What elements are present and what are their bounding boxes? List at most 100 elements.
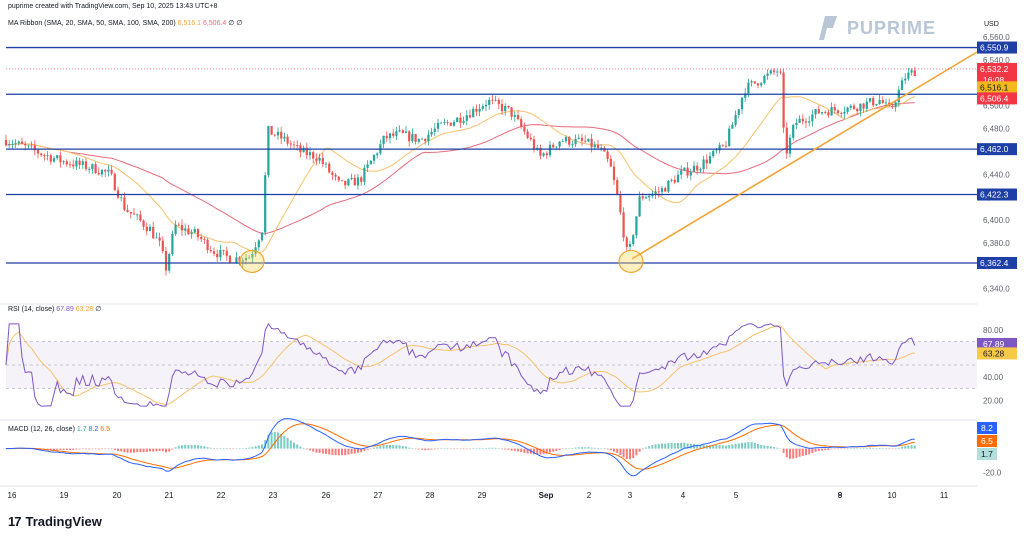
rsi-ma-tag-bg: [977, 347, 1017, 360]
macd-hist-bar: [389, 444, 391, 449]
rsi-legend[interactable]: RSI (14, close) 67.89 63.28 ∅: [8, 305, 101, 313]
macd-hist-bar: [142, 448, 145, 453]
candle-body: [312, 152, 315, 159]
macd-hist-bar: [750, 442, 753, 449]
macd-hist-bar: [725, 445, 727, 449]
ma-ribbon-legend[interactable]: MA Ribbon (SMA, 20, SMA, 50, SMA, 100, S…: [8, 19, 242, 27]
macd-hist-bar: [472, 448, 475, 449]
macd-hist-bar: [449, 448, 452, 450]
macd-hist-bar: [648, 446, 651, 449]
candle-body: [782, 72, 785, 128]
candle-body: [497, 99, 500, 105]
macd-hist-bar: [405, 446, 407, 449]
candle-body: [392, 133, 395, 136]
macd-hist-bar: [91, 448, 94, 450]
low-highlight-circle-0: [239, 249, 265, 274]
macd-line-tag-label: 8.2: [981, 423, 993, 433]
macd-hist-bar: [315, 448, 318, 453]
macd-hist-bar: [792, 448, 795, 459]
macd-hist-bar: [97, 448, 100, 450]
candle-body: [180, 224, 184, 231]
candle-body: [424, 138, 427, 142]
candle-body: [577, 137, 580, 139]
price-tag-bg-sma20: [977, 81, 1017, 94]
candle-body: [897, 89, 900, 103]
candle-body: [244, 257, 248, 261]
candle-body: [808, 121, 811, 123]
macd-hist-bar: [193, 444, 196, 449]
macd-hist-bar: [817, 448, 820, 452]
macd-hist-bar: [686, 443, 689, 449]
candle-body: [702, 159, 705, 170]
macd-hist-bar: [888, 448, 891, 450]
macd-hist-bar: [497, 448, 500, 449]
level-tag-bg-4: [977, 256, 1017, 269]
candle-body: [283, 136, 286, 139]
macd-hist-value: 1.7: [76, 426, 87, 433]
candle-body: [398, 130, 401, 132]
macd-hist-bar: [494, 447, 497, 449]
puprime-wordmark: PUPRIME: [847, 17, 937, 38]
macd-hist-bar: [619, 448, 622, 455]
candle-body: [468, 115, 472, 118]
sma-20-line: [5, 96, 916, 253]
candle-body: [248, 257, 251, 259]
ma-ribbon-value-2: 6,506.4: [202, 20, 227, 27]
candle-body: [612, 166, 616, 181]
macd-hist-bar: [667, 443, 670, 449]
candle-body: [641, 196, 644, 199]
macd-hist-bar: [341, 448, 343, 456]
candle-body: [88, 168, 91, 170]
macd-hist-bar: [126, 448, 129, 453]
macd-hist-bar: [453, 448, 455, 450]
macd-hist-bar: [267, 434, 270, 449]
macd-hist-bar: [526, 448, 529, 454]
macd-hist-bar: [590, 447, 593, 449]
candle-body: [395, 131, 398, 136]
rsi-tick-2: 20.00: [983, 396, 1004, 405]
macd-hist-bar: [622, 448, 625, 458]
macd-signal-tag-label: 6.5: [981, 436, 993, 446]
candle-body: [152, 226, 155, 239]
macd-hist-bar: [577, 447, 580, 449]
time-tick-label-17: 10: [888, 491, 897, 500]
macd-hist-bar: [785, 448, 788, 458]
rsi-value: 67.89: [56, 306, 74, 313]
macd-hist-bar: [539, 448, 542, 455]
macd-hist-bar: [798, 448, 801, 457]
macd-hist-bar: [878, 447, 881, 449]
candle-body: [404, 131, 408, 133]
candle-body: [366, 164, 369, 168]
candles-group: [4, 67, 916, 276]
candle-body: [264, 175, 267, 233]
candle-body: [504, 105, 507, 112]
macd-hist-bar: [635, 448, 638, 456]
macd-hist-bar: [85, 448, 87, 450]
time-tick-label-12: 3: [628, 491, 633, 500]
candle-body: [772, 70, 776, 72]
candle-body: [328, 163, 331, 173]
macd-hist-bar: [251, 447, 254, 449]
candle-body: [465, 115, 468, 121]
macd-hist-bar: [766, 445, 769, 449]
candle-body: [558, 141, 561, 147]
macd-line-value: 8.2: [88, 426, 99, 433]
candle-body: [449, 122, 452, 126]
candle-body: [353, 177, 356, 186]
candle-body: [833, 107, 836, 111]
price-tick-label-3: 6,500.0: [983, 102, 1010, 111]
tradingview-logo-icon: 17: [8, 514, 22, 529]
candle-body: [94, 164, 97, 174]
macd-hist-bar: [536, 448, 539, 455]
candle-body: [824, 112, 827, 113]
candle-body: [740, 97, 744, 110]
macd-hist-bar: [552, 448, 555, 452]
macd-legend[interactable]: MACD (12, 26, close) 1.7 8.2 6.5: [8, 426, 110, 433]
macd-hist-bar: [379, 446, 382, 449]
candle-body: [459, 117, 462, 123]
macd-hist-bar: [629, 448, 631, 460]
candle-body: [532, 139, 536, 150]
tradingview-footer-logo[interactable]: 17 TradingView: [8, 514, 102, 529]
candle-body: [219, 249, 222, 258]
